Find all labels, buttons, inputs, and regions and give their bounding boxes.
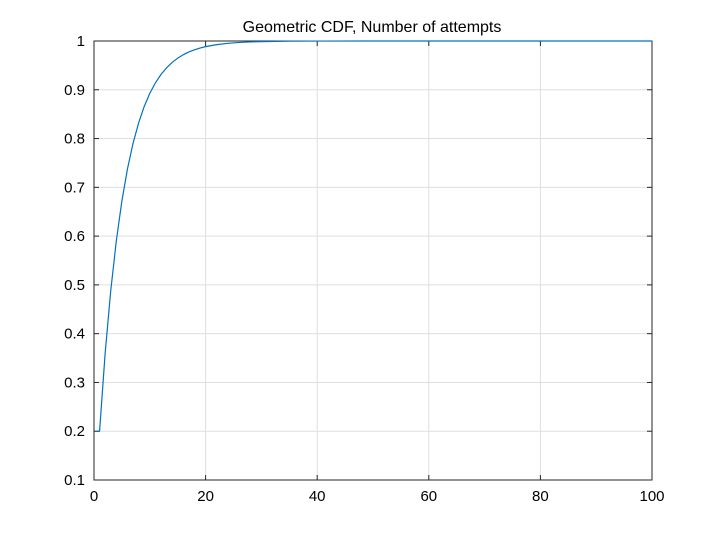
x-tick-label: 60 [420,488,437,505]
series-line [95,40,652,432]
y-tick-label: 0.1 [64,472,85,489]
tick-layer: 0 20 40 60 80 100 0.1 0.2 0.3 0.4 0.5 0.6 0.7 0.8 0.9 1 [64,33,664,505]
x-tick-label: 100 [639,488,664,505]
y-tick-label: 0.3 [64,374,85,391]
plot-area [93,40,653,481]
x-tick-label: 80 [532,488,549,505]
y-tick-label: 0.5 [64,277,85,294]
y-tick-label: 0.6 [64,228,85,245]
x-tick-label: 20 [197,488,214,505]
y-tick-label: 0.8 [64,131,85,148]
y-tick-label: 0.4 [64,326,85,343]
y-tick-label: 0.9 [64,82,85,99]
y-tick-label: 0.7 [64,179,85,196]
series-layer [95,40,652,432]
chart-title: Geometric CDF, Number of attempts [243,19,502,36]
grid-layer [94,41,652,480]
x-tick-label: 40 [309,488,326,505]
y-tick-label: 1 [77,33,85,50]
x-tick-label: 0 [90,488,98,505]
y-tick-label: 0.2 [64,423,85,440]
